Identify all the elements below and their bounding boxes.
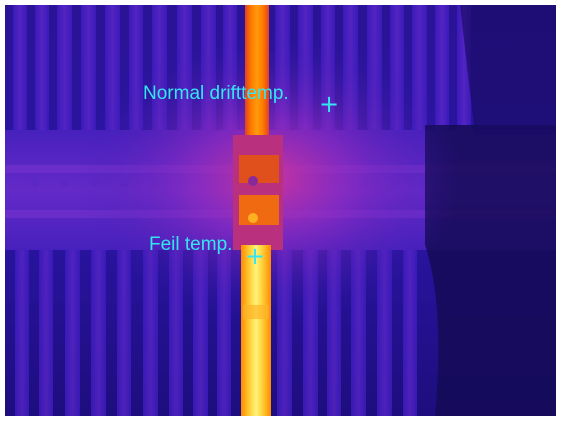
annotation-label-normal: Normal drifttemp.: [143, 83, 289, 104]
crosshair-marker-icon: +: [245, 242, 266, 270]
thermal-image: [5, 5, 556, 416]
annotation-label-fault: Feil temp.: [149, 234, 233, 255]
crosshair-marker-icon: +: [319, 90, 340, 118]
